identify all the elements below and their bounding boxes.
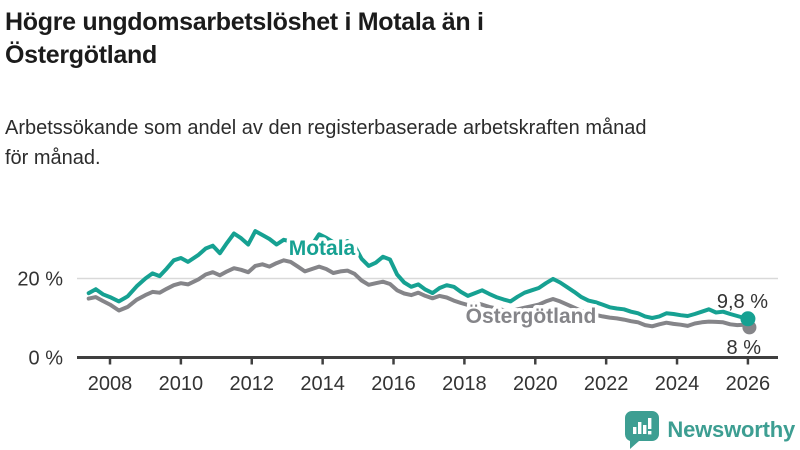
x-tick-label: 2016 (371, 373, 416, 395)
bar-chart-glyph (633, 418, 652, 435)
x-tick-label: 2020 (513, 373, 558, 395)
x-tick-label: 2026 (726, 373, 771, 395)
chart-area: 0 % 20 % 2008 2010 2012 2014 2016 2018 2020 2022 2… (0, 200, 800, 405)
subtitle-line-1: Arbetssökande som andel av den registerb… (5, 117, 647, 139)
unemployment-line-chart: 0 % 20 % 2008 2010 2012 2014 2016 2018 2020 2022 2… (17, 229, 778, 395)
page-title: Högre ungdomsarbetslöshet i Motala än i … (5, 6, 665, 72)
x-tick-label: 2024 (655, 373, 700, 395)
end-dot-motala (740, 311, 756, 327)
series-line-östergötland (86, 258, 750, 329)
title-line-1: Högre ungdomsarbetslöshet i Motala än i (5, 8, 484, 36)
page-subtitle: Arbetssökande som andel av den registerb… (5, 113, 800, 173)
title-line-2: Östergötland (5, 41, 157, 69)
y-tick-label: 0 % (29, 348, 64, 370)
newsworthy-wordmark: Newsworthy (667, 417, 795, 442)
y-tick-label: 20 % (17, 269, 63, 291)
newsworthy-logo[interactable]: Newsworthy (625, 411, 795, 449)
subtitle-line-2: för månad. (5, 147, 101, 169)
series-label-östergötland: Östergötland (466, 305, 597, 328)
speech-bubble-shape (625, 411, 660, 449)
newsworthy-icon (625, 411, 660, 449)
end-value-label-motala: 9,8 % (717, 291, 768, 313)
series-label-halo: Östergötland (466, 305, 597, 328)
x-tick-label: 2014 (300, 373, 345, 395)
series-label-halo: Motala (289, 237, 356, 260)
series-label-motala: Motala (289, 237, 356, 260)
x-tick-label: 2010 (159, 373, 204, 395)
x-tick-label: 2022 (584, 373, 629, 395)
x-tick-label: 2018 (442, 373, 487, 395)
x-tick-label: 2008 (88, 373, 133, 395)
series-line-motala (86, 229, 750, 321)
x-tick-label: 2012 (230, 373, 275, 395)
end-value-label-östergötland: 8 % (727, 337, 762, 359)
